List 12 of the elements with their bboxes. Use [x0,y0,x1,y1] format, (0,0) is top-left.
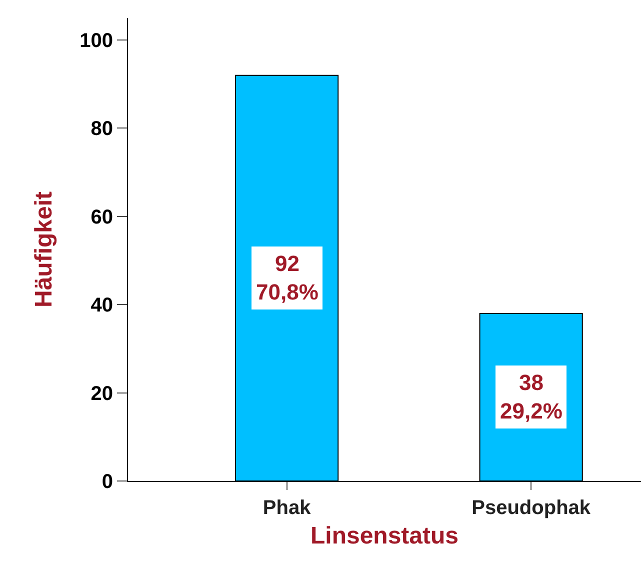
y-tick-label: 20 [90,382,113,405]
y-tick-label: 60 [90,206,113,228]
y-tick-label: 80 [90,118,113,140]
data-label: 38 29,2% [500,370,562,424]
x-axis-title: Linsenstatus [310,522,459,550]
data-label: 92 70,8% [256,251,318,305]
x-tick-label: Pseudophak [472,497,592,519]
y-axis-title: Häufigkeit [30,191,58,308]
y-tick-label: 100 [80,30,113,52]
x-tick-label: Phak [262,497,312,519]
y-tick-label: 0 [102,471,113,493]
y-tick-label: 40 [90,294,113,317]
